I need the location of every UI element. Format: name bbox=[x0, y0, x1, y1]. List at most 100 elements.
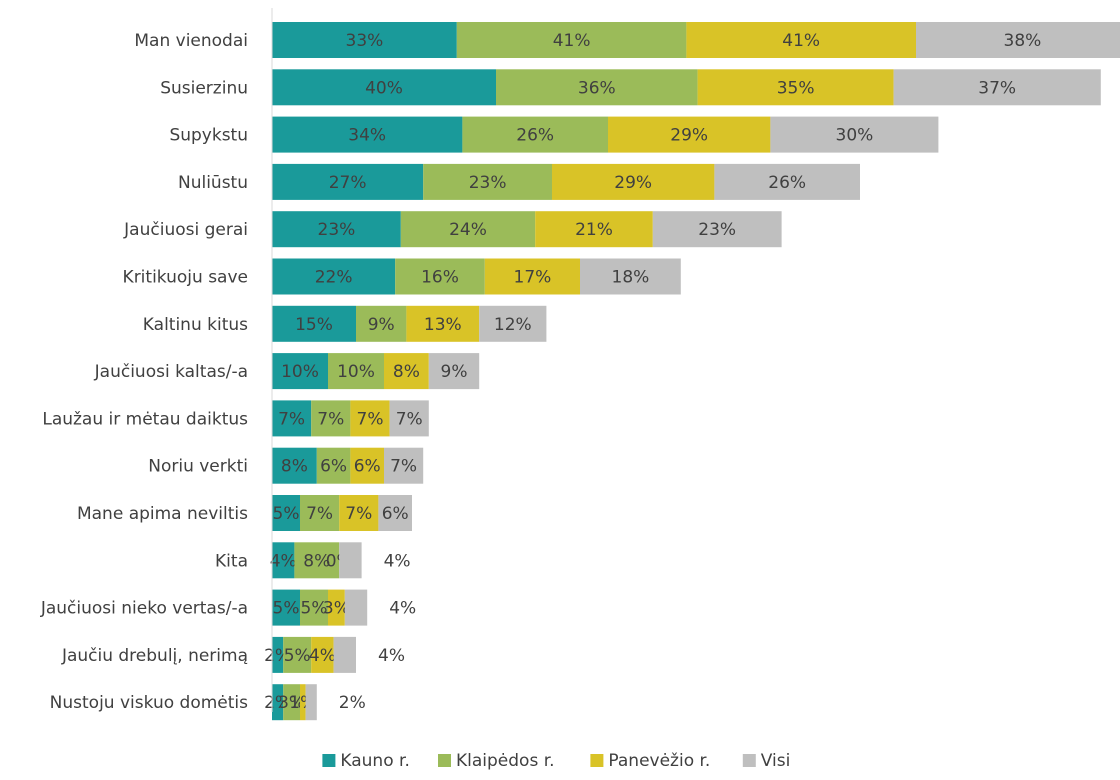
bar-row: 2%5%4% 4% bbox=[264, 636, 405, 673]
data-label: 37% bbox=[978, 78, 1016, 98]
data-label: 12% bbox=[494, 315, 532, 335]
category-label: Jaučiuosi nieko vertas/-a bbox=[40, 599, 248, 619]
data-label: 24% bbox=[449, 220, 487, 240]
data-label: 4% bbox=[270, 551, 297, 571]
data-label: 10% bbox=[337, 362, 375, 382]
bar-segment bbox=[272, 353, 328, 390]
data-label: 17% bbox=[514, 268, 552, 288]
bar-segment bbox=[479, 305, 547, 342]
bars-group: 33% 41% 41% 38%40% 36% 35% 37%34% 26% 29% 30%27% 2… bbox=[264, 22, 1120, 721]
data-label: 10% bbox=[281, 362, 319, 382]
bar-segment bbox=[652, 211, 782, 248]
category-label: Kaltinu kitus bbox=[143, 315, 248, 335]
data-label: 16% bbox=[421, 268, 459, 288]
bar-segment bbox=[378, 495, 412, 531]
category-label: Susierzinu bbox=[160, 78, 248, 98]
data-label: 23% bbox=[698, 220, 736, 240]
bar-segment bbox=[395, 258, 485, 295]
legend-item: Visi bbox=[742, 751, 790, 771]
bar-segment bbox=[272, 116, 463, 153]
data-label: 5% bbox=[284, 646, 311, 666]
data-label: 29% bbox=[670, 126, 708, 146]
data-label: 7% bbox=[317, 409, 344, 429]
bar-segment bbox=[344, 589, 368, 626]
data-label: 8% bbox=[393, 362, 420, 382]
bar-segment bbox=[339, 495, 379, 531]
data-label: 4% bbox=[384, 551, 411, 571]
bar-segment bbox=[272, 163, 424, 200]
bar-segment bbox=[328, 589, 345, 626]
bar-segment bbox=[608, 116, 771, 153]
category-label: Kritikuoju save bbox=[123, 268, 248, 288]
bar-segment bbox=[283, 636, 312, 673]
bar-segment bbox=[300, 495, 340, 531]
data-label: 8% bbox=[281, 457, 308, 477]
data-label: 30% bbox=[836, 126, 874, 146]
bar-segment bbox=[384, 447, 424, 484]
bar-row: 8% 6% 6% 7% bbox=[272, 447, 424, 484]
data-label: 7% bbox=[345, 504, 372, 524]
data-label: 9% bbox=[368, 315, 395, 335]
bar-segment bbox=[272, 589, 300, 626]
legend-label: Panevėžio r. bbox=[608, 751, 710, 771]
legend-label: Kauno r. bbox=[340, 751, 409, 771]
category-label: Supykstu bbox=[169, 126, 248, 146]
category-label: Nuliūstu bbox=[178, 173, 248, 193]
data-label: 35% bbox=[777, 78, 815, 98]
bar-segment bbox=[272, 636, 284, 673]
data-label: 29% bbox=[614, 173, 652, 193]
bar-segment bbox=[535, 211, 653, 248]
bar-segment bbox=[552, 163, 715, 200]
data-label: 4% bbox=[309, 646, 336, 666]
bar-segment bbox=[484, 258, 580, 295]
data-label: 34% bbox=[348, 126, 386, 146]
data-label: 6% bbox=[354, 457, 381, 477]
legend-swatch bbox=[438, 754, 451, 767]
data-label: 40% bbox=[365, 78, 403, 98]
bar-segment bbox=[305, 684, 317, 721]
category-label: Nustoju viskuo domėtis bbox=[50, 693, 248, 713]
bar-segment bbox=[423, 163, 552, 200]
data-label: 7% bbox=[396, 409, 423, 429]
data-label: 6% bbox=[320, 457, 347, 477]
bar-row: 27% 23% 29% 26% bbox=[272, 163, 860, 200]
legend-item: Klaipėdos r. bbox=[438, 751, 555, 771]
bar-segment bbox=[333, 636, 356, 673]
data-label: 26% bbox=[768, 173, 806, 193]
bar-segment bbox=[339, 542, 362, 579]
legend-swatch bbox=[322, 754, 336, 767]
category-label: Jaučiuosi gerai bbox=[123, 220, 248, 240]
category-label: Laužau ir mėtau daiktus bbox=[42, 409, 248, 429]
bar-segment bbox=[272, 447, 317, 484]
bar-segment bbox=[456, 22, 687, 58]
legend-item: Panevėžio r. bbox=[590, 751, 710, 771]
bar-row: 4%8%0%4% bbox=[270, 542, 411, 579]
bar-segment bbox=[300, 589, 328, 626]
category-label: Jaučiu drebulį, nerimą bbox=[61, 646, 248, 666]
legend-swatch bbox=[742, 754, 756, 767]
bar-segment bbox=[316, 447, 351, 484]
bar-segment bbox=[686, 22, 916, 58]
category-label: Noriu verkti bbox=[148, 457, 248, 477]
data-label: 23% bbox=[318, 220, 356, 240]
bar-segment bbox=[350, 400, 390, 437]
bar-row: 15% 9% 13% 12% bbox=[272, 305, 547, 342]
bar-segment bbox=[697, 69, 894, 106]
bar-segment bbox=[294, 542, 340, 579]
bar-segment bbox=[328, 353, 384, 390]
category-label: Man vienodai bbox=[134, 31, 248, 51]
data-label: 8% bbox=[303, 551, 330, 571]
bar-row: 33% 41% 41% 38% bbox=[272, 22, 1120, 58]
bar-segment bbox=[496, 69, 698, 106]
bar-row: 5% 5%3% 4% bbox=[272, 589, 416, 626]
bar-segment bbox=[300, 684, 306, 721]
data-label: 3% bbox=[278, 693, 305, 713]
bar-row: 40% 36% 35% 37% bbox=[272, 69, 1101, 106]
data-label: 6% bbox=[382, 504, 409, 524]
bar-segment bbox=[770, 116, 939, 153]
bar-segment bbox=[272, 400, 312, 437]
data-label: 9% bbox=[441, 362, 468, 382]
data-label: 18% bbox=[612, 268, 650, 288]
bar-row: 23% 24% 21% 23% bbox=[272, 211, 782, 248]
data-label: 5% bbox=[273, 599, 300, 619]
